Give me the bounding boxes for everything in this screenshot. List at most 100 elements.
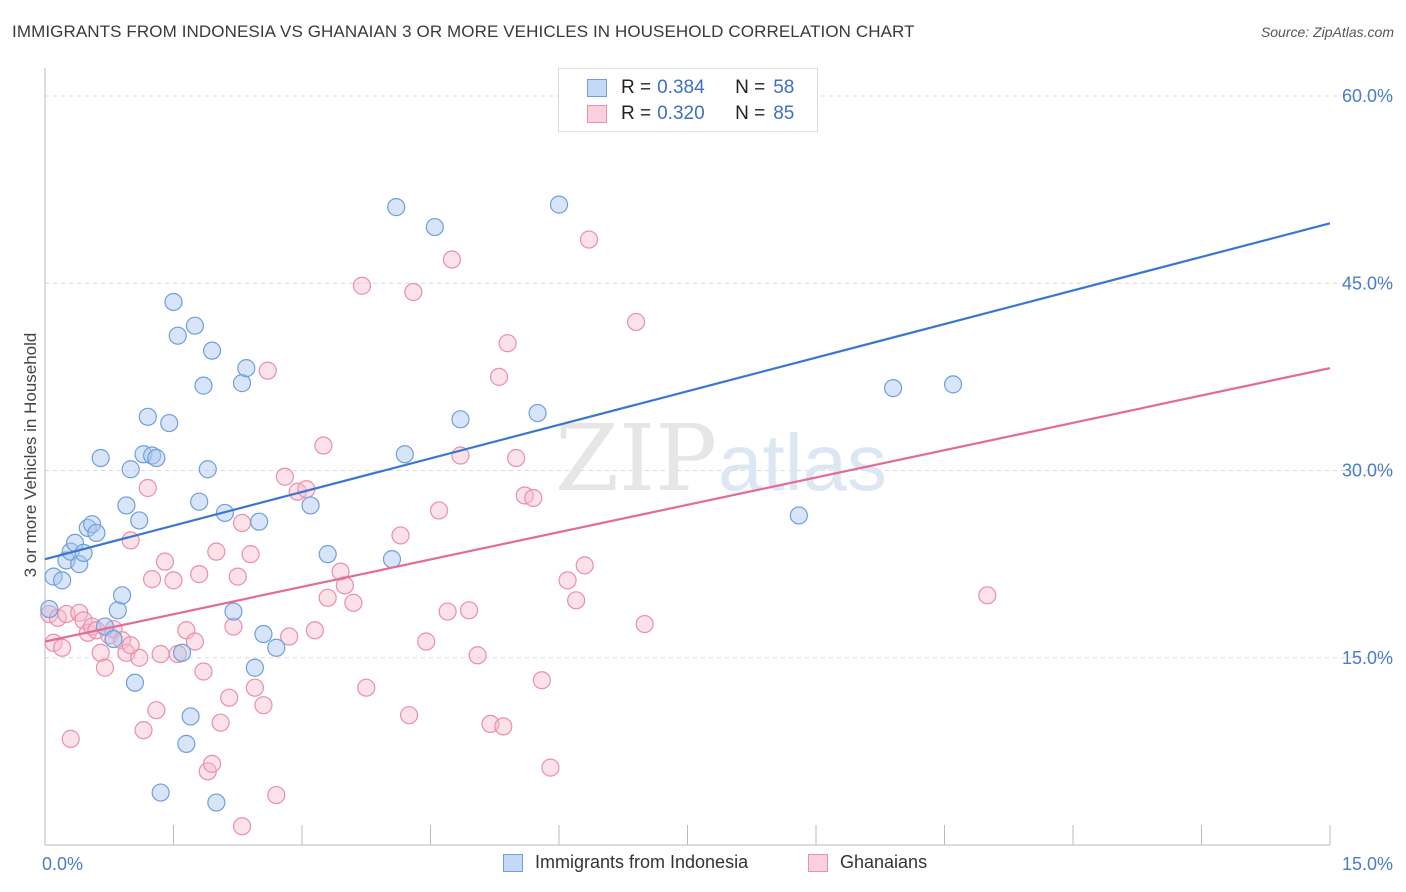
- data-point-pink: [532, 671, 551, 690]
- data-point-blue: [172, 643, 192, 662]
- data-point-pink: [331, 562, 350, 581]
- data-point-blue: [387, 198, 406, 217]
- data-point-pink: [579, 230, 599, 249]
- legend-n-label: N =: [735, 103, 766, 124]
- data-point-blue: [151, 783, 170, 802]
- data-point-pink: [558, 571, 577, 590]
- data-point-blue: [147, 448, 166, 468]
- data-point-blue: [83, 515, 102, 534]
- data-point-blue: [382, 550, 402, 569]
- data-point-blue: [117, 496, 136, 515]
- series-legend-label: Ghanaians: [840, 852, 928, 872]
- legend-r-label: R =: [621, 77, 652, 98]
- data-point-pink: [190, 565, 209, 584]
- data-point-blue: [232, 374, 252, 393]
- series-legend-ghanaians[interactable]: Ghanaians: [808, 852, 927, 873]
- data-point-blue: [194, 376, 213, 395]
- source-label: Source: ZipAtlas.com: [1260, 24, 1394, 40]
- data-point-blue: [224, 602, 243, 621]
- data-point-blue: [245, 658, 264, 677]
- data-point-pink: [489, 367, 509, 386]
- legend-swatch-pink: [587, 105, 607, 123]
- data-point-pink: [91, 643, 110, 662]
- data-point-blue: [943, 375, 963, 394]
- legend-r-label: R =: [621, 103, 652, 124]
- data-point-blue: [164, 292, 183, 312]
- legend-r-value: 0.320: [657, 103, 705, 124]
- data-point-blue: [549, 195, 569, 214]
- data-point-blue: [528, 403, 547, 423]
- data-point-blue: [91, 448, 110, 468]
- grid-lines: [45, 95, 1392, 659]
- data-point-pink: [228, 567, 247, 586]
- data-point-blue: [395, 445, 414, 464]
- axes: [44, 68, 1331, 846]
- y-tick-label: 45.0%: [1342, 273, 1393, 293]
- data-point-blue: [177, 734, 196, 753]
- data-point-blue: [87, 523, 106, 543]
- y-tick-label: 60.0%: [1342, 86, 1393, 106]
- data-point-pink: [524, 488, 543, 508]
- data-point-pink: [147, 701, 166, 720]
- data-point-blue: [267, 638, 286, 657]
- data-point-pink: [134, 721, 153, 740]
- data-point-blue: [108, 601, 127, 620]
- series-legend-indonesia[interactable]: Immigrants from Indonesia: [503, 852, 748, 873]
- series-indonesia: [40, 195, 963, 812]
- data-point-blue: [301, 496, 320, 515]
- data-point-blue: [207, 793, 226, 812]
- data-point-blue: [53, 571, 72, 590]
- data-point-pink: [151, 644, 170, 664]
- data-point-pink: [220, 688, 239, 707]
- data-point-blue: [40, 599, 59, 619]
- series-legend-swatch-pink: [808, 853, 828, 872]
- series-legend-label: Immigrants from Indonesia: [535, 852, 749, 872]
- data-point-pink: [185, 632, 205, 651]
- data-point-pink: [442, 250, 462, 269]
- data-point-pink: [138, 478, 157, 498]
- x-tick-label: 0.0%: [42, 854, 83, 874]
- data-point-blue: [190, 492, 209, 511]
- data-point-pink: [164, 571, 183, 590]
- data-point-pink: [318, 588, 337, 607]
- legend-n-label: N =: [735, 77, 766, 98]
- data-point-blue: [789, 506, 808, 525]
- data-point-pink: [305, 621, 324, 640]
- data-point-pink: [57, 604, 76, 624]
- data-point-blue: [883, 379, 903, 398]
- data-point-pink: [130, 648, 149, 667]
- data-point-pink: [494, 717, 513, 736]
- data-point-pink: [459, 601, 479, 620]
- correlation-legend: R = 0.384 N = 58 R = 0.320 N = 85: [558, 68, 818, 132]
- data-point-pink: [352, 276, 372, 295]
- data-point-pink: [344, 593, 363, 612]
- y-tick-label: 15.0%: [1342, 648, 1393, 668]
- data-point-pink: [399, 706, 419, 725]
- x-tick-label: 15.0%: [1342, 854, 1393, 874]
- data-point-pink: [635, 614, 654, 634]
- data-point-pink: [207, 542, 226, 561]
- data-point-blue: [185, 316, 205, 335]
- legend-row-indonesia: R = 0.384 N = 58: [587, 76, 794, 100]
- trend-line-pink: [44, 367, 1331, 643]
- trend-lines: [44, 222, 1331, 643]
- data-point-pink: [155, 552, 175, 571]
- data-point-pink: [978, 586, 997, 605]
- data-point-pink: [245, 678, 264, 697]
- data-point-pink: [61, 729, 80, 748]
- data-point-pink: [224, 617, 243, 636]
- data-point-pink: [258, 361, 277, 380]
- data-point-blue: [125, 673, 145, 692]
- data-point-pink: [357, 678, 376, 697]
- data-point-pink: [202, 754, 222, 773]
- data-point-blue: [160, 413, 179, 433]
- data-point-pink: [280, 627, 299, 646]
- data-point-pink: [626, 312, 646, 332]
- legend-row-ghanaians: R = 0.320 N = 85: [587, 102, 794, 126]
- legend-r-value: 0.384: [657, 77, 705, 98]
- data-point-pink: [498, 334, 517, 353]
- data-point-pink: [404, 282, 423, 302]
- data-point-pink: [232, 513, 252, 533]
- data-point-pink: [275, 467, 294, 486]
